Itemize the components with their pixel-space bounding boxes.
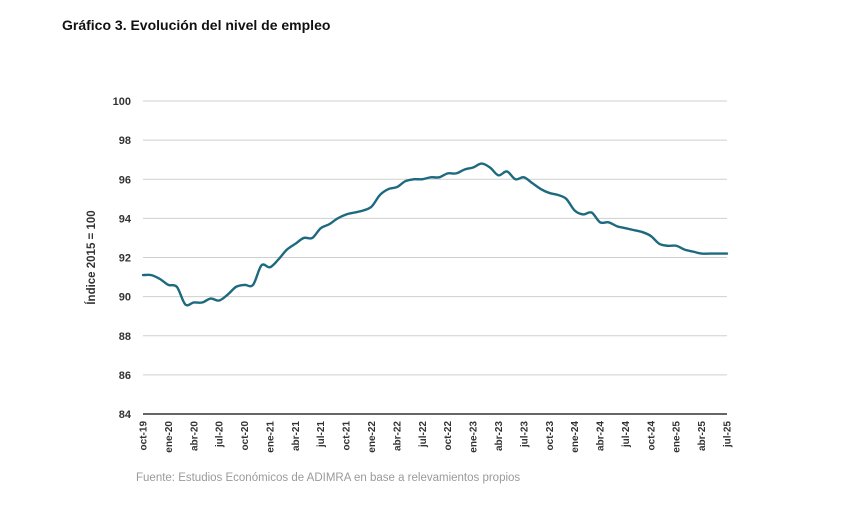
x-tick-label: oct-22: [443, 421, 454, 451]
y-tick-label: 92: [119, 253, 131, 265]
x-tick-label: oct-19: [139, 421, 150, 451]
x-tick-label: ene-23: [469, 421, 480, 453]
grid-lines: [143, 100, 727, 376]
x-tick-label: jul-20: [215, 421, 226, 449]
x-tick-label: ene-22: [367, 421, 378, 453]
x-tick-label: jul-22: [418, 421, 429, 449]
x-tick-label: jul-25: [723, 421, 734, 449]
y-tick-label: 96: [119, 174, 131, 186]
x-tick-label: oct-24: [646, 421, 657, 451]
x-tick-label: jul-21: [316, 421, 327, 449]
x-tick-label: abr-25: [697, 421, 708, 451]
y-tick-label: 86: [119, 370, 131, 382]
y-tick-label: 84: [119, 409, 132, 421]
y-tick-label: 100: [113, 96, 131, 108]
x-tick-label: ene-21: [265, 421, 276, 453]
x-tick-label: abr-23: [494, 421, 505, 451]
x-tick-label: jul-24: [621, 421, 632, 449]
x-tick-label: abr-22: [392, 421, 403, 451]
x-tick-label: jul-23: [519, 421, 530, 449]
source-note: Fuente: Estudios Económicos de ADIMRA en…: [136, 472, 521, 484]
series-line: [141, 162, 729, 307]
x-tick-label: abr-24: [596, 421, 607, 451]
chart-title: Gráfico 3. Evolución del nivel de empleo: [62, 17, 331, 33]
x-tick-label: oct-23: [545, 421, 556, 451]
x-tick-labels: oct-19 ene-20 abr-20 jul-20 oct-20 ene-21 abr-…: [139, 421, 734, 453]
y-tick-label: 98: [119, 135, 131, 147]
y-axis-label: Índice 2015 = 100: [85, 210, 98, 304]
x-tick-label: abr-21: [291, 421, 302, 451]
y-tick-labels: 84 86 88 90 92 94 96 98 100: [113, 96, 132, 421]
x-tick-label: oct-21: [342, 421, 353, 451]
x-tick-label: ene-20: [164, 421, 175, 453]
y-tick-label: 88: [119, 331, 131, 343]
x-tick-label: ene-24: [570, 421, 581, 453]
x-tick-label: ene-25: [672, 421, 683, 453]
y-tick-label: 94: [119, 213, 132, 225]
y-tick-label: 90: [119, 292, 131, 304]
x-tick-label: oct-20: [240, 421, 251, 451]
x-tick-label: abr-20: [189, 421, 200, 451]
